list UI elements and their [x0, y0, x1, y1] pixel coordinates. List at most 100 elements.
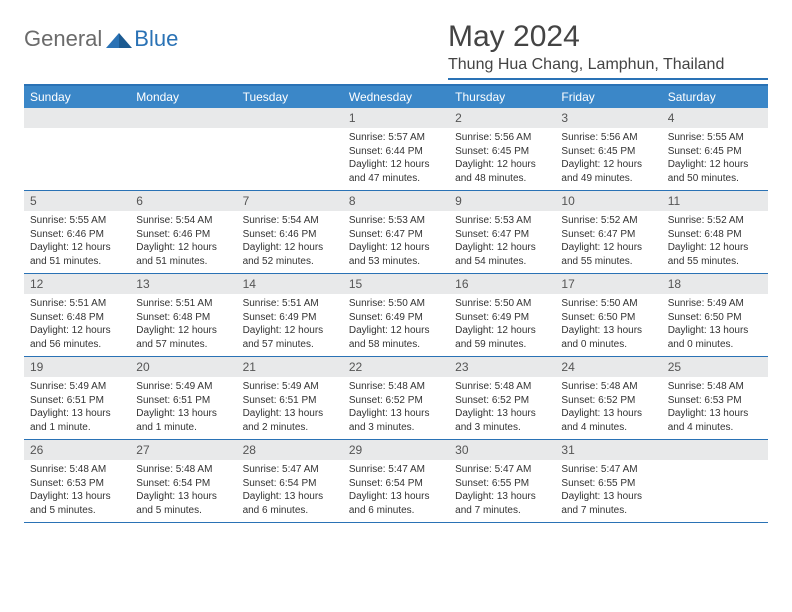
sunset-line: Sunset: 6:55 PM: [561, 477, 655, 491]
daylight-line2: and 56 minutes.: [30, 338, 124, 352]
day-cell: 30Sunrise: 5:47 AMSunset: 6:55 PMDayligh…: [449, 440, 555, 522]
day-cell: 28Sunrise: 5:47 AMSunset: 6:54 PMDayligh…: [237, 440, 343, 522]
day-info: Sunrise: 5:50 AMSunset: 6:50 PMDaylight:…: [555, 294, 661, 355]
day-number: 17: [555, 274, 661, 294]
daylight-line2: and 55 minutes.: [668, 255, 762, 269]
day-info: Sunrise: 5:52 AMSunset: 6:47 PMDaylight:…: [555, 211, 661, 272]
sunset-line: Sunset: 6:47 PM: [349, 228, 443, 242]
day-cell: 1Sunrise: 5:57 AMSunset: 6:44 PMDaylight…: [343, 108, 449, 190]
day-info: Sunrise: 5:48 AMSunset: 6:52 PMDaylight:…: [343, 377, 449, 438]
day-cell: 2Sunrise: 5:56 AMSunset: 6:45 PMDaylight…: [449, 108, 555, 190]
day-header: Monday: [130, 86, 236, 108]
header: General Blue May 2024 Thung Hua Chang, L…: [24, 20, 768, 80]
sunset-line: Sunset: 6:54 PM: [136, 477, 230, 491]
sunrise-line: Sunrise: 5:56 AM: [561, 131, 655, 145]
day-cell: 27Sunrise: 5:48 AMSunset: 6:54 PMDayligh…: [130, 440, 236, 522]
day-number: 29: [343, 440, 449, 460]
daylight-line2: and 3 minutes.: [349, 421, 443, 435]
sunset-line: Sunset: 6:54 PM: [243, 477, 337, 491]
daylight-line2: and 4 minutes.: [668, 421, 762, 435]
daylight-line2: and 0 minutes.: [561, 338, 655, 352]
day-number: 8: [343, 191, 449, 211]
daylight-line1: Daylight: 13 hours: [455, 407, 549, 421]
day-info: Sunrise: 5:51 AMSunset: 6:48 PMDaylight:…: [24, 294, 130, 355]
weeks-container: 1Sunrise: 5:57 AMSunset: 6:44 PMDaylight…: [24, 108, 768, 523]
daylight-line1: Daylight: 12 hours: [136, 241, 230, 255]
daylight-line1: Daylight: 12 hours: [243, 241, 337, 255]
sunset-line: Sunset: 6:53 PM: [668, 394, 762, 408]
day-cell: 6Sunrise: 5:54 AMSunset: 6:46 PMDaylight…: [130, 191, 236, 273]
sunrise-line: Sunrise: 5:50 AM: [561, 297, 655, 311]
sunrise-line: Sunrise: 5:49 AM: [136, 380, 230, 394]
daylight-line1: Daylight: 12 hours: [349, 241, 443, 255]
day-info: Sunrise: 5:47 AMSunset: 6:54 PMDaylight:…: [343, 460, 449, 521]
daylight-line1: Daylight: 13 hours: [243, 490, 337, 504]
day-number: 21: [237, 357, 343, 377]
sunset-line: Sunset: 6:46 PM: [30, 228, 124, 242]
day-cell: 24Sunrise: 5:48 AMSunset: 6:52 PMDayligh…: [555, 357, 661, 439]
daylight-line1: Daylight: 13 hours: [349, 407, 443, 421]
daylight-line1: Daylight: 13 hours: [243, 407, 337, 421]
day-number: 31: [555, 440, 661, 460]
sunrise-line: Sunrise: 5:51 AM: [30, 297, 124, 311]
day-info: Sunrise: 5:56 AMSunset: 6:45 PMDaylight:…: [555, 128, 661, 189]
day-cell: 26Sunrise: 5:48 AMSunset: 6:53 PMDayligh…: [24, 440, 130, 522]
day-info: Sunrise: 5:51 AMSunset: 6:48 PMDaylight:…: [130, 294, 236, 355]
logo-text-general: General: [24, 26, 102, 52]
day-number: [130, 108, 236, 128]
day-cell: 9Sunrise: 5:53 AMSunset: 6:47 PMDaylight…: [449, 191, 555, 273]
day-info: Sunrise: 5:49 AMSunset: 6:51 PMDaylight:…: [24, 377, 130, 438]
sunset-line: Sunset: 6:45 PM: [455, 145, 549, 159]
day-info: Sunrise: 5:48 AMSunset: 6:53 PMDaylight:…: [24, 460, 130, 521]
day-cell: 17Sunrise: 5:50 AMSunset: 6:50 PMDayligh…: [555, 274, 661, 356]
daylight-line1: Daylight: 12 hours: [561, 158, 655, 172]
week-row: 5 Sunrise: 5:55 AMSunset: 6:46 PM Daylight…: [24, 191, 768, 274]
day-cell: 5Sunrise: 5:55 AMSunset: 6:46 PMDaylight…: [24, 191, 130, 273]
daylight-line2: and 50 minutes.: [668, 172, 762, 186]
sunrise-line: Sunrise: 5:53 AM: [455, 214, 549, 228]
day-info: Sunrise: 5:47 AMSunset: 6:55 PMDaylight:…: [555, 460, 661, 521]
daylight-line2: and 51 minutes.: [30, 255, 124, 269]
logo-triangle-icon: [106, 30, 132, 48]
day-number: 5: [24, 191, 130, 211]
day-info: Sunrise: 5:54 AMSunset: 6:46 PMDaylight:…: [237, 211, 343, 272]
day-info: Sunrise: 5:50 AMSunset: 6:49 PMDaylight:…: [343, 294, 449, 355]
day-cell: 25Sunrise: 5:48 AMSunset: 6:53 PMDayligh…: [662, 357, 768, 439]
sunset-line: Sunset: 6:52 PM: [349, 394, 443, 408]
sunset-line: Sunset: 6:54 PM: [349, 477, 443, 491]
sunrise-line: Sunrise: 5:49 AM: [668, 297, 762, 311]
day-cell: [24, 108, 130, 190]
sunrise-line: Sunrise: 5:52 AM: [561, 214, 655, 228]
daylight-line1: Daylight: 12 hours: [668, 158, 762, 172]
day-cell: 19Sunrise: 5:49 AMSunset: 6:51 PMDayligh…: [24, 357, 130, 439]
day-info: Sunrise: 5:49 AMSunset: 6:51 PMDaylight:…: [130, 377, 236, 438]
daylight-line1: Daylight: 13 hours: [561, 490, 655, 504]
day-cell: 13Sunrise: 5:51 AMSunset: 6:48 PMDayligh…: [130, 274, 236, 356]
week-row: 12Sunrise: 5:51 AMSunset: 6:48 PMDayligh…: [24, 274, 768, 357]
sunset-line: Sunset: 6:50 PM: [561, 311, 655, 325]
daylight-line1: Daylight: 13 hours: [455, 490, 549, 504]
day-info: Sunrise: 5:50 AMSunset: 6:49 PMDaylight:…: [449, 294, 555, 355]
sunrise-line: Sunrise: 5:56 AM: [455, 131, 549, 145]
location-text: Thung Hua Chang, Lamphun, Thailand: [448, 56, 768, 80]
day-info: Sunrise: 5:51 AMSunset: 6:49 PMDaylight:…: [237, 294, 343, 355]
day-number: 14: [237, 274, 343, 294]
sunrise-line: Sunrise: 5:48 AM: [561, 380, 655, 394]
day-info: Sunrise: 5:47 AMSunset: 6:54 PMDaylight:…: [237, 460, 343, 521]
day-cell: [130, 108, 236, 190]
sunset-line: Sunset: 6:50 PM: [668, 311, 762, 325]
day-cell: 8Sunrise: 5:53 AMSunset: 6:47 PMDaylight…: [343, 191, 449, 273]
daylight-line2: and 57 minutes.: [136, 338, 230, 352]
daylight-line1: Daylight: 13 hours: [561, 407, 655, 421]
day-cell: 15Sunrise: 5:50 AMSunset: 6:49 PMDayligh…: [343, 274, 449, 356]
day-info: Sunrise: 5:48 AMSunset: 6:52 PMDaylight:…: [555, 377, 661, 438]
daylight-line1: Daylight: 13 hours: [30, 407, 124, 421]
day-number: [24, 108, 130, 128]
sunrise-line: Sunrise: 5:55 AM: [30, 214, 124, 228]
day-number: 16: [449, 274, 555, 294]
day-cell: 10Sunrise: 5:52 AMSunset: 6:47 PMDayligh…: [555, 191, 661, 273]
day-header: Thursday: [449, 86, 555, 108]
day-number: 20: [130, 357, 236, 377]
day-info: Sunrise: 5:54 AMSunset: 6:46 PMDaylight:…: [130, 211, 236, 272]
day-cell: 20Sunrise: 5:49 AMSunset: 6:51 PMDayligh…: [130, 357, 236, 439]
